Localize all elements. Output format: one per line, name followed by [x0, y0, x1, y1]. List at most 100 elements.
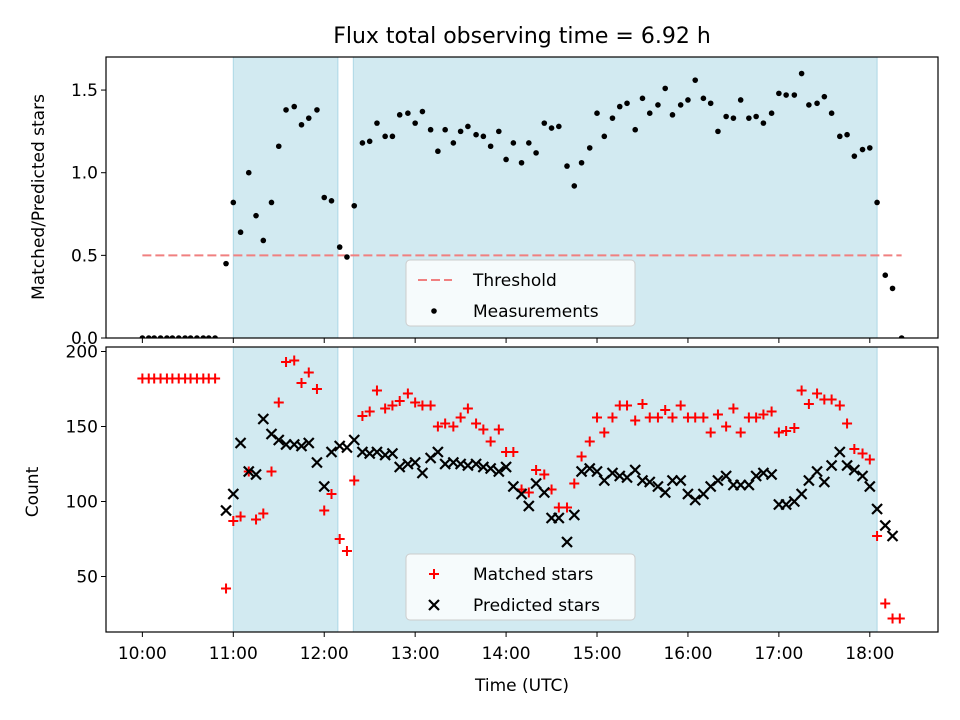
- predicted-stars-point: [325, 446, 338, 458]
- x-tick-label: 16:00: [663, 644, 712, 664]
- matched-stars-point: [221, 583, 232, 594]
- matched-stars-point: [880, 598, 891, 609]
- y-tick-label: 150: [66, 418, 98, 438]
- predicted-stars-point: [234, 437, 247, 449]
- measurement-point: [260, 237, 267, 244]
- top-y-axis-label: Matched/Predicted stars: [29, 94, 49, 300]
- measurement-point: [237, 229, 244, 236]
- matched-stars-point: [371, 385, 382, 396]
- measurement-point: [526, 140, 532, 146]
- predicted-stars-point: [811, 465, 823, 478]
- measurement-point: [730, 115, 737, 121]
- measurement-point: [571, 183, 578, 189]
- predicted-stars-point: [591, 465, 603, 478]
- matched-stars-point: [894, 613, 905, 624]
- measurement-point: [169, 335, 176, 338]
- measurement-point: [646, 110, 653, 116]
- measurement-point: [594, 110, 600, 116]
- predicted-stars-point: [561, 536, 573, 548]
- legend: Threshold Measurements: [405, 259, 636, 327]
- legend-label: Measurements: [473, 302, 599, 322]
- measurement-point: [503, 156, 509, 163]
- measurement-point: [776, 90, 782, 97]
- y-tick-label: 1.5: [71, 81, 98, 101]
- matched-stars-point: [289, 355, 300, 366]
- matched-stars-point: [235, 511, 246, 522]
- measurement-point: [157, 335, 164, 338]
- measurement-point: [298, 121, 305, 128]
- measurement-point: [639, 95, 646, 102]
- matched-stars-point: [660, 405, 671, 415]
- measurement-point: [305, 115, 312, 121]
- predicted-stars-point: [515, 488, 528, 500]
- y-tick-label: 100: [66, 493, 98, 513]
- predicted-stars-point: [530, 477, 542, 490]
- bottom-panel: 50 100 150 200 10:00 11:00 12:00 13:00 14:00 15:0…: [66, 343, 939, 664]
- matched-stars-point: [410, 397, 421, 408]
- measurement-point: [821, 93, 828, 100]
- x-tick-label: 18:00: [845, 644, 894, 664]
- measurement-point: [419, 108, 426, 115]
- measurement-point: [187, 335, 194, 338]
- matched-stars-point: [440, 418, 451, 429]
- measurement-point: [182, 335, 188, 338]
- x-tick-label: 10:00: [118, 644, 167, 664]
- legend-matched-swatch: [429, 569, 439, 579]
- matched-stars-point: [523, 487, 534, 498]
- measurement-point: [632, 126, 639, 133]
- legend-label: Threshold: [472, 271, 557, 291]
- measurement-point: [798, 70, 805, 77]
- bottom-y-axis-label: Count: [23, 466, 43, 517]
- measurement-point: [336, 244, 343, 250]
- predicted-stars-point: [629, 464, 641, 476]
- predicted-stars-point: [220, 504, 232, 517]
- measurement-point: [564, 163, 570, 169]
- measurement-point: [685, 97, 691, 103]
- measurement-point: [427, 126, 434, 133]
- matched-stars-point: [531, 465, 542, 475]
- matched-stars-point: [349, 475, 360, 486]
- measurement-point: [200, 335, 207, 338]
- matched-stars-point: [394, 396, 405, 406]
- measurement-point: [677, 102, 684, 108]
- predicted-stars-point: [250, 468, 262, 481]
- predicted-stars-point: [393, 461, 406, 473]
- observing-window-1: [232, 57, 339, 338]
- matched-stars-point: [781, 426, 792, 436]
- matched-stars-point: [387, 400, 398, 411]
- measurement-point: [753, 113, 759, 120]
- x-tick-label: 17:00: [754, 644, 803, 664]
- legend-box: [405, 553, 636, 621]
- x-tick-label: 14:00: [482, 644, 531, 664]
- measurement-point: [223, 260, 229, 267]
- measurement-point: [737, 97, 744, 103]
- matched-stars-point: [849, 444, 860, 454]
- predicted-stars-point: [409, 456, 421, 469]
- measurement-point: [578, 159, 585, 166]
- predicted-stars-point: [841, 459, 853, 472]
- predicted-stars-point: [257, 413, 270, 425]
- measurement-point: [836, 133, 843, 140]
- matched-stars-point: [210, 373, 221, 384]
- predicted-stars-point: [643, 476, 656, 488]
- predicted-stars-point: [803, 474, 815, 487]
- measurement-point: [194, 335, 200, 338]
- measurement-point: [548, 125, 555, 131]
- measurement-point: [496, 128, 502, 135]
- predicted-stars-point: [834, 446, 846, 458]
- top-panel: 0.0 0.5 1.0 1.5 Threshold Measurements: [71, 56, 939, 349]
- measurement-point: [328, 198, 335, 204]
- measurement-point: [601, 133, 608, 140]
- measurement-point: [487, 143, 494, 150]
- matched-stars-point: [562, 502, 573, 513]
- matched-stars-point: [341, 546, 352, 556]
- measurement-point: [435, 148, 441, 155]
- predicted-stars-point: [295, 440, 308, 452]
- predicted-stars-point: [318, 480, 331, 493]
- plot-frame: [105, 346, 939, 633]
- predicted-stars-point: [689, 494, 701, 506]
- predicted-stars-point: [227, 488, 240, 500]
- measurement-point: [867, 145, 873, 151]
- matched-stars-point: [273, 397, 284, 408]
- measurement-point: [139, 335, 146, 338]
